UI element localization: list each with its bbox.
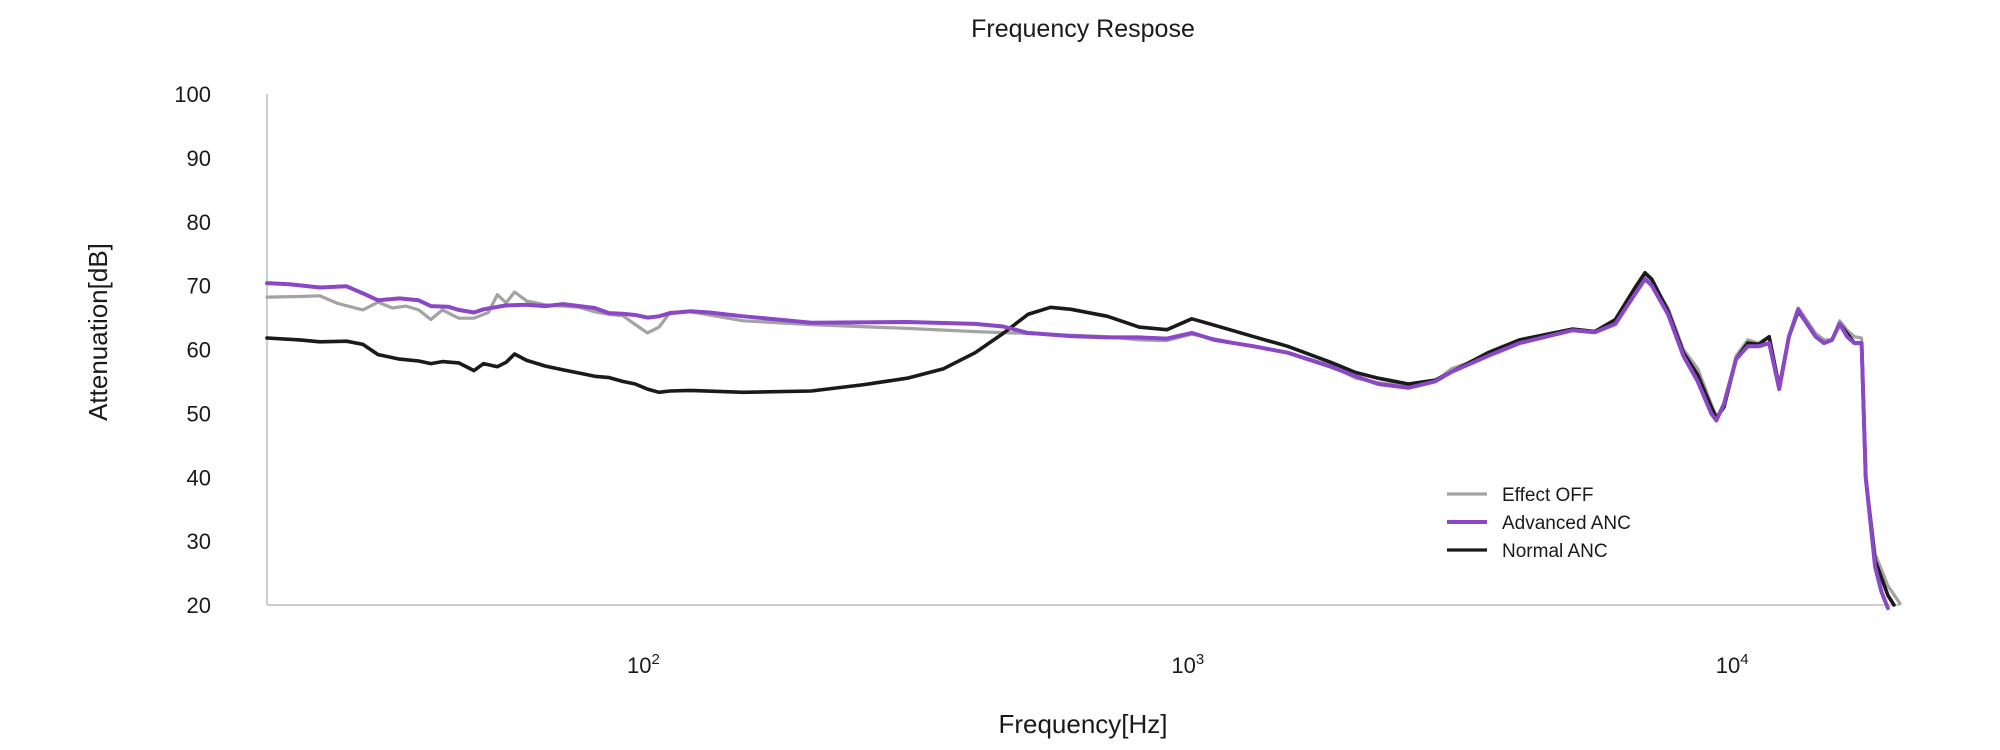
x-tick-base: 10 — [1171, 653, 1195, 678]
x-tick-labels: 102 103 104 — [627, 651, 1748, 678]
x-tick-label: 102 — [627, 651, 660, 678]
x-tick-label: 104 — [1716, 651, 1749, 678]
y-tick-label: 30 — [187, 529, 211, 554]
series-line-advanced-anc — [265, 277, 1890, 611]
y-tick-label: 40 — [187, 465, 211, 490]
x-axis-label: Frequency[Hz] — [998, 709, 1167, 739]
x-tick-base: 10 — [627, 653, 651, 678]
legend-label: Normal ANC — [1502, 541, 1608, 562]
x-tick-exponent: 4 — [1740, 651, 1748, 668]
series-line-effect-off — [265, 274, 1902, 606]
y-tick-label: 90 — [187, 146, 211, 171]
legend: Effect OFF Advanced ANC Normal ANC — [1447, 485, 1631, 562]
y-tick-label: 50 — [187, 401, 211, 426]
series-lines — [265, 271, 1902, 611]
y-tick-label: 70 — [187, 274, 211, 299]
chart-title: Frequency Respose — [971, 15, 1195, 43]
y-tick-label: 20 — [187, 593, 211, 618]
y-tick-label: 80 — [187, 210, 211, 235]
y-axis-label: Attenuation[dB] — [83, 243, 113, 421]
y-tick-label: 100 — [174, 82, 211, 107]
x-tick-base: 10 — [1716, 653, 1740, 678]
y-tick-labels: 100 90 80 70 60 50 40 30 20 — [174, 82, 211, 618]
x-tick-exponent: 2 — [652, 651, 660, 668]
legend-label: Advanced ANC — [1502, 513, 1631, 534]
legend-label: Effect OFF — [1502, 485, 1594, 506]
x-tick-label: 103 — [1171, 651, 1204, 678]
x-tick-exponent: 3 — [1196, 651, 1204, 668]
y-tick-label: 60 — [187, 338, 211, 363]
series-line-normal-anc — [265, 271, 1896, 607]
